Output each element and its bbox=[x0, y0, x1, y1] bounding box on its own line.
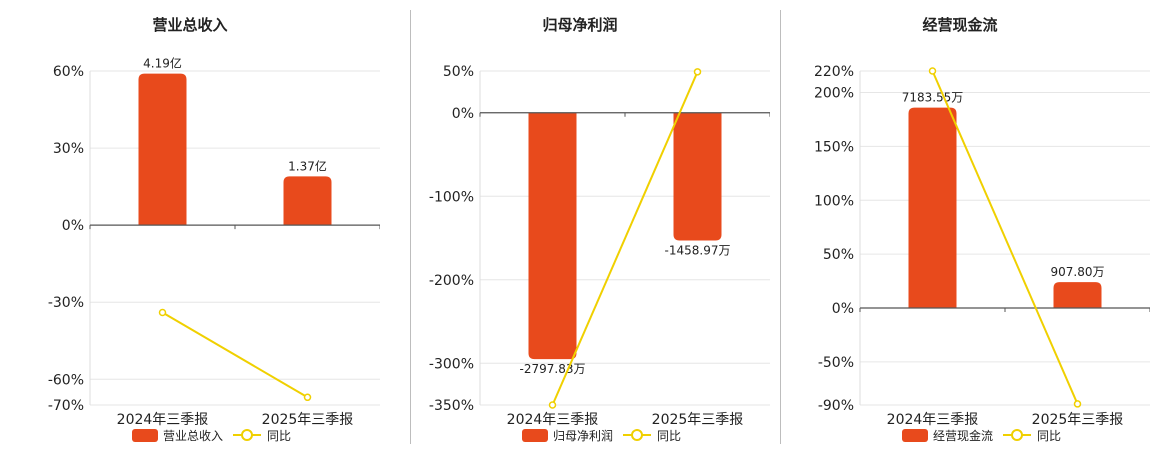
legend-bar-label: 营业总收入 bbox=[163, 429, 223, 443]
legend-line-marker bbox=[1011, 429, 1023, 441]
yoy-line bbox=[931, 70, 1079, 405]
y-tick-label: 200% bbox=[814, 86, 854, 102]
y-tick-label: 30% bbox=[53, 141, 84, 157]
y-tick-label: 150% bbox=[814, 139, 854, 155]
bar-value-label: 907.80万 bbox=[1051, 265, 1105, 279]
x-tick-label: 2025年三季报 bbox=[262, 412, 354, 428]
y-tick-label: 60% bbox=[53, 64, 84, 80]
yoy-point bbox=[693, 68, 702, 76]
cash-flow-chart: 220% 200% 150% 100% 50% 0% -50% -90% 7183.55万 907… bbox=[814, 64, 1151, 443]
revenue-chart: 60% 30% 0% -30% -60% -70% 4.19亿 1.37亿 2024年三季报 20… bbox=[48, 56, 381, 443]
y-tick-label: 50% bbox=[823, 247, 854, 263]
y-tick-label: -350% bbox=[429, 398, 474, 414]
panel-divider bbox=[780, 10, 781, 444]
x-tick-label: 2024年三季报 bbox=[507, 412, 599, 428]
x-tick-label: 2024年三季报 bbox=[117, 412, 209, 428]
bar-value-label: -2797.83万 bbox=[520, 362, 586, 376]
legend-bar-label: 归母净利润 bbox=[553, 429, 613, 443]
bar-value-label: -1458.97万 bbox=[665, 244, 731, 258]
legend-bar-swatch bbox=[522, 429, 548, 442]
y-tick-label: -300% bbox=[429, 356, 474, 372]
bar bbox=[908, 107, 957, 309]
y-tick-label: -50% bbox=[818, 355, 854, 371]
panel-divider bbox=[410, 10, 411, 444]
bar-value-label: 4.19亿 bbox=[143, 56, 182, 71]
legend-line-marker bbox=[631, 429, 643, 441]
bar bbox=[528, 112, 577, 360]
y-tick-label: 0% bbox=[832, 301, 854, 317]
chart-title: 营业总收入 bbox=[152, 16, 228, 34]
bar bbox=[283, 176, 332, 226]
y-tick-label: -60% bbox=[48, 372, 84, 388]
y-tick-label: -200% bbox=[429, 273, 474, 289]
y-tick-label: -70% bbox=[48, 398, 84, 414]
legend-bar-label: 经营现金流 bbox=[933, 428, 993, 443]
bar bbox=[673, 112, 722, 241]
yoy-point bbox=[548, 401, 557, 409]
legend-line-marker bbox=[241, 429, 253, 441]
yoy-line bbox=[161, 311, 309, 399]
yoy-point bbox=[158, 308, 167, 317]
yoy-point bbox=[928, 67, 937, 75]
legend-line-label: 同比 bbox=[657, 429, 681, 443]
y-tick-label: -100% bbox=[429, 189, 474, 205]
net-profit-chart: 50% 0% -100% -200% -300% -350% -2797.83万 -1458.… bbox=[429, 64, 771, 443]
bar bbox=[138, 73, 187, 226]
legend-line-label: 同比 bbox=[1037, 429, 1061, 443]
bar-value-label: 1.37亿 bbox=[288, 158, 327, 173]
y-tick-label: 50% bbox=[443, 64, 474, 80]
bar bbox=[1053, 282, 1102, 309]
revenue-panel: 营业总收入 60% 30% 0% -30% -60% -70% 4.19亿 1.37亿 2024… bbox=[0, 0, 381, 450]
yoy-point bbox=[1073, 400, 1082, 408]
chart-title: 归母净利润 bbox=[542, 16, 618, 34]
x-tick-label: 2025年三季报 bbox=[652, 412, 744, 428]
legend-bar-swatch bbox=[132, 429, 158, 442]
legend-bar-swatch bbox=[902, 429, 928, 442]
x-tick-label: 2024年三季报 bbox=[887, 412, 979, 428]
y-tick-label: -30% bbox=[48, 295, 84, 311]
y-tick-label: -90% bbox=[818, 398, 854, 414]
chart-title: 经营现金流 bbox=[922, 16, 998, 34]
yoy-line bbox=[551, 71, 699, 406]
y-tick-label: 0% bbox=[62, 218, 84, 234]
y-tick-label: 0% bbox=[452, 106, 474, 122]
x-tick-label: 2025年三季报 bbox=[1032, 412, 1124, 428]
y-tick-label: 220% bbox=[814, 64, 854, 80]
net-profit-panel: 归母净利润 50% 0% -100% -200% -300% -350% -2797.83万… bbox=[390, 0, 771, 450]
cash-flow-panel: 经营现金流 220% 200% 150% 100% 50% 0% -50% -90% 7183.… bbox=[770, 0, 1151, 450]
y-tick-label: 100% bbox=[814, 193, 854, 209]
legend-line-label: 同比 bbox=[267, 429, 291, 443]
bar-value-label: 7183.55万 bbox=[902, 91, 964, 105]
yoy-point bbox=[303, 393, 312, 402]
